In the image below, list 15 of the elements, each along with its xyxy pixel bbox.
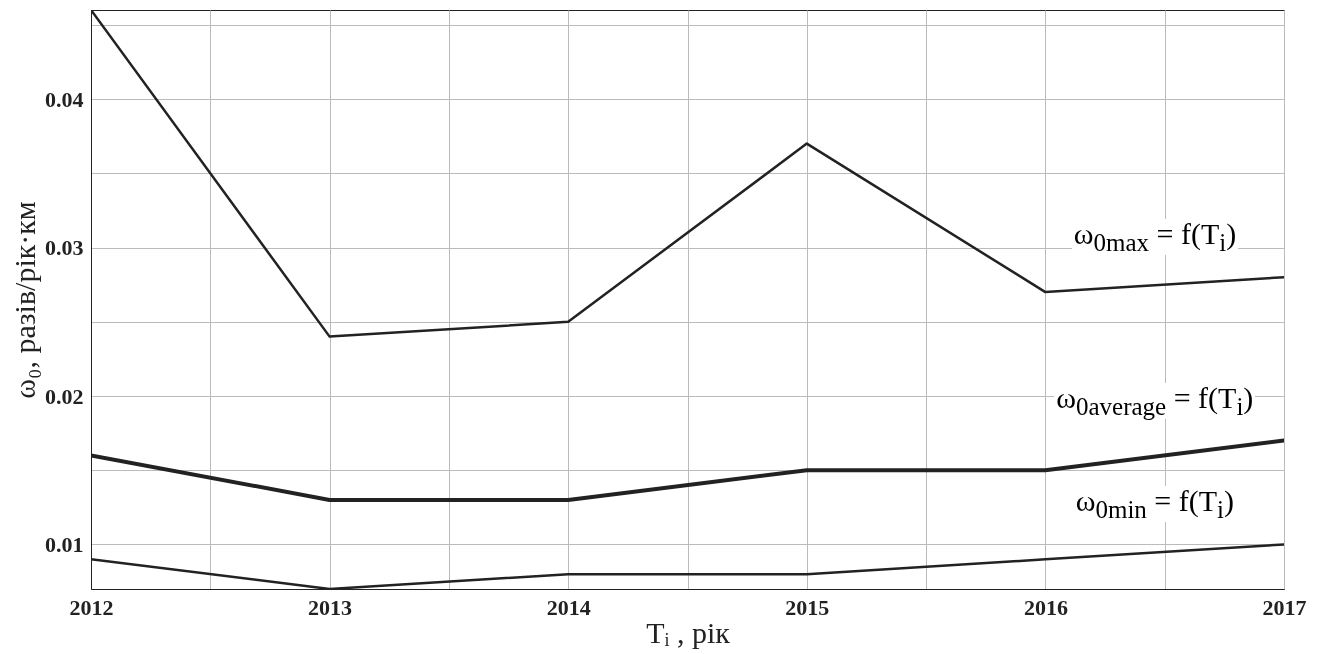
y-tick-label: 0.01 [45, 531, 84, 557]
y-axis-title: ω₀, разів/рік·км [8, 201, 41, 399]
x-tick-label: 2013 [308, 594, 353, 620]
y-tick-label: 0.04 [45, 86, 84, 112]
series-label: ω$_{0min}$ = f(T$_{i}$) [1073, 484, 1237, 524]
x-tick-label: 2015 [785, 594, 830, 620]
series-label: ω$_{0max}$ = f(T$_{i}$) [1071, 217, 1239, 257]
x-tick-label: 2017 [1262, 594, 1307, 620]
series-label: ω$_{0average}$ = f(T$_{i}$) [1054, 380, 1256, 420]
y-tick-label: 0.03 [45, 235, 84, 261]
x-tick-label: 2014 [546, 594, 591, 620]
x-tick-label: 2016 [1023, 594, 1068, 620]
x-tick-label: 2012 [69, 594, 114, 620]
y-tick-label: 0.02 [45, 383, 84, 409]
x-axis-title: Tᵢ , рік [646, 615, 731, 649]
